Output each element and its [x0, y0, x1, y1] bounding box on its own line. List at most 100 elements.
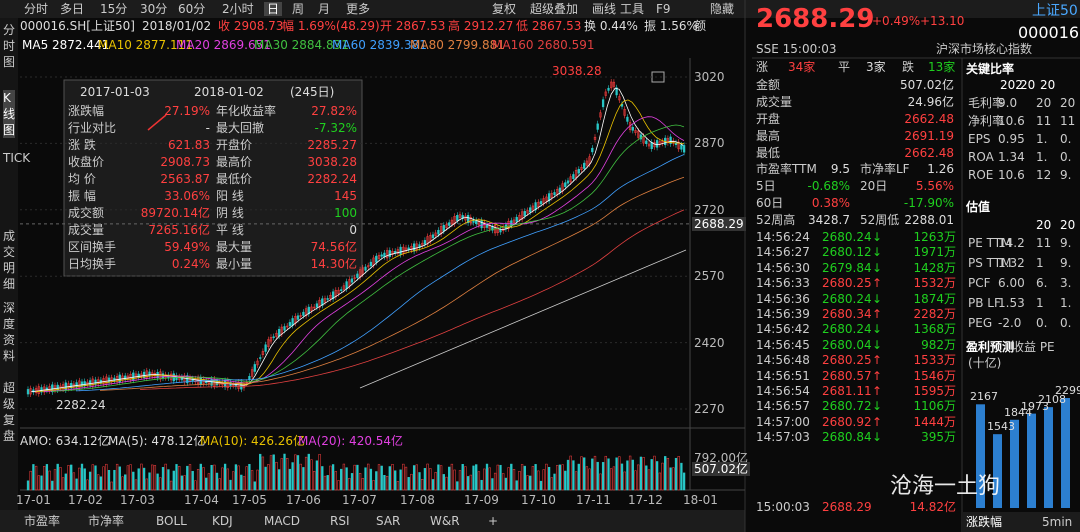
- candle: [26, 389, 30, 395]
- candle: [480, 220, 483, 229]
- volume-bar: [456, 481, 459, 491]
- tab[interactable]: 周: [292, 2, 305, 16]
- volume-bar: [296, 455, 300, 491]
- volume-bar: [261, 456, 265, 491]
- label: 9.: [1060, 256, 1072, 270]
- side-tab[interactable]: TICK: [3, 150, 30, 166]
- label: 20: [1060, 96, 1076, 110]
- tab[interactable]: SAR: [376, 514, 401, 528]
- tool[interactable]: F9: [656, 2, 671, 16]
- label: 14:57:00: [756, 414, 810, 429]
- bar-label: 1844: [1004, 405, 1032, 419]
- x-tick-label: 17-02: [68, 493, 103, 507]
- candle: [215, 380, 219, 386]
- label: 平: [838, 60, 851, 74]
- volume-bar: [237, 465, 240, 491]
- x-tick-label: 17-05: [232, 493, 267, 507]
- candle: [64, 382, 67, 391]
- label: ↓: [872, 291, 883, 306]
- candle: [572, 174, 575, 179]
- label: 20: [1036, 218, 1052, 232]
- candle: [396, 249, 400, 254]
- tab[interactable]: BOLL: [156, 514, 187, 528]
- volume-bar: [645, 465, 648, 491]
- volume-bar: [593, 455, 597, 491]
- label: 1.26: [927, 162, 954, 176]
- side-tab[interactable]: K线图: [3, 90, 16, 138]
- tab[interactable]: W&R: [430, 514, 460, 528]
- tab[interactable]: 多日: [60, 2, 85, 16]
- candle: [88, 380, 92, 386]
- label: 2288.01: [904, 213, 954, 227]
- candle: [515, 216, 518, 222]
- candle: [410, 245, 413, 251]
- candle: [115, 376, 119, 382]
- tab[interactable]: RSI: [330, 514, 350, 528]
- tab[interactable]: 月: [318, 2, 331, 16]
- tool[interactable]: 画线: [592, 2, 617, 16]
- tab[interactable]: 15分: [100, 2, 128, 16]
- ma-label: MA80 2799.881: [410, 38, 505, 52]
- side-tab[interactable]: 成交明细: [3, 229, 16, 291]
- candle: [350, 278, 354, 283]
- x-tick-label: 17-06: [286, 493, 321, 507]
- candle: [140, 373, 143, 377]
- tool[interactable]: 超级叠加: [530, 2, 579, 16]
- candle: [537, 201, 540, 207]
- label: 2679.84: [822, 260, 872, 275]
- volume-bar: [164, 463, 167, 491]
- label: 成交量: [68, 223, 105, 237]
- volume-bar: [442, 474, 445, 491]
- label: 11: [1036, 236, 1052, 250]
- volume-bar: [610, 468, 613, 491]
- tool[interactable]: 工具: [620, 2, 645, 16]
- tab[interactable]: MACD: [264, 514, 300, 528]
- tab[interactable]: 市净率: [88, 514, 125, 528]
- candle: [485, 224, 489, 228]
- label: 60日: [756, 196, 784, 210]
- volume-bar: [591, 458, 594, 491]
- tab[interactable]: KDJ: [212, 514, 233, 528]
- volume-bar: [86, 479, 89, 491]
- candle: [404, 247, 408, 252]
- candle: [553, 192, 556, 196]
- tab[interactable]: 60分: [178, 2, 206, 16]
- tool[interactable]: 复权: [492, 2, 517, 16]
- tab[interactable]: 更多: [346, 2, 371, 16]
- volume-bar: [137, 468, 140, 491]
- volume-bar: [40, 475, 43, 491]
- side-tab[interactable]: 分时图: [3, 23, 16, 69]
- volume-bar: [394, 470, 397, 491]
- label: ↑: [872, 368, 883, 383]
- volume-bar: [639, 456, 643, 491]
- label: (十亿): [968, 356, 1002, 370]
- label: 5.56%: [915, 179, 954, 193]
- x-tick-label: 17-01: [16, 493, 51, 507]
- candle: [547, 193, 551, 202]
- volume-bar: [358, 473, 362, 491]
- volume-bar: [226, 468, 229, 491]
- tab[interactable]: 市盈率: [24, 514, 61, 528]
- candle: [591, 147, 594, 153]
- tab[interactable]: 分时: [24, 2, 49, 16]
- ma-line: [51, 124, 685, 392]
- volume-bar: [294, 454, 297, 491]
- volume-bar: [572, 460, 575, 491]
- tab[interactable]: 30分: [140, 2, 168, 16]
- candle: [596, 123, 599, 130]
- tool[interactable]: 隐藏: [710, 2, 735, 16]
- tab[interactable]: 日: [264, 2, 283, 16]
- label: 14:56:30: [756, 260, 810, 275]
- label: 1428万: [913, 260, 956, 275]
- label: 最高价: [216, 155, 253, 169]
- volume-bar: [337, 480, 340, 491]
- tab[interactable]: 2小时: [222, 2, 254, 16]
- label: 均 价: [68, 172, 96, 186]
- side-tab[interactable]: 超级复盘: [3, 381, 16, 443]
- side-tab[interactable]: 深度资料: [3, 301, 16, 363]
- volume-bar: [188, 464, 192, 491]
- forecast-bar: [1010, 419, 1019, 508]
- tab[interactable]: +: [488, 514, 499, 528]
- label: 年化收益率: [216, 104, 277, 118]
